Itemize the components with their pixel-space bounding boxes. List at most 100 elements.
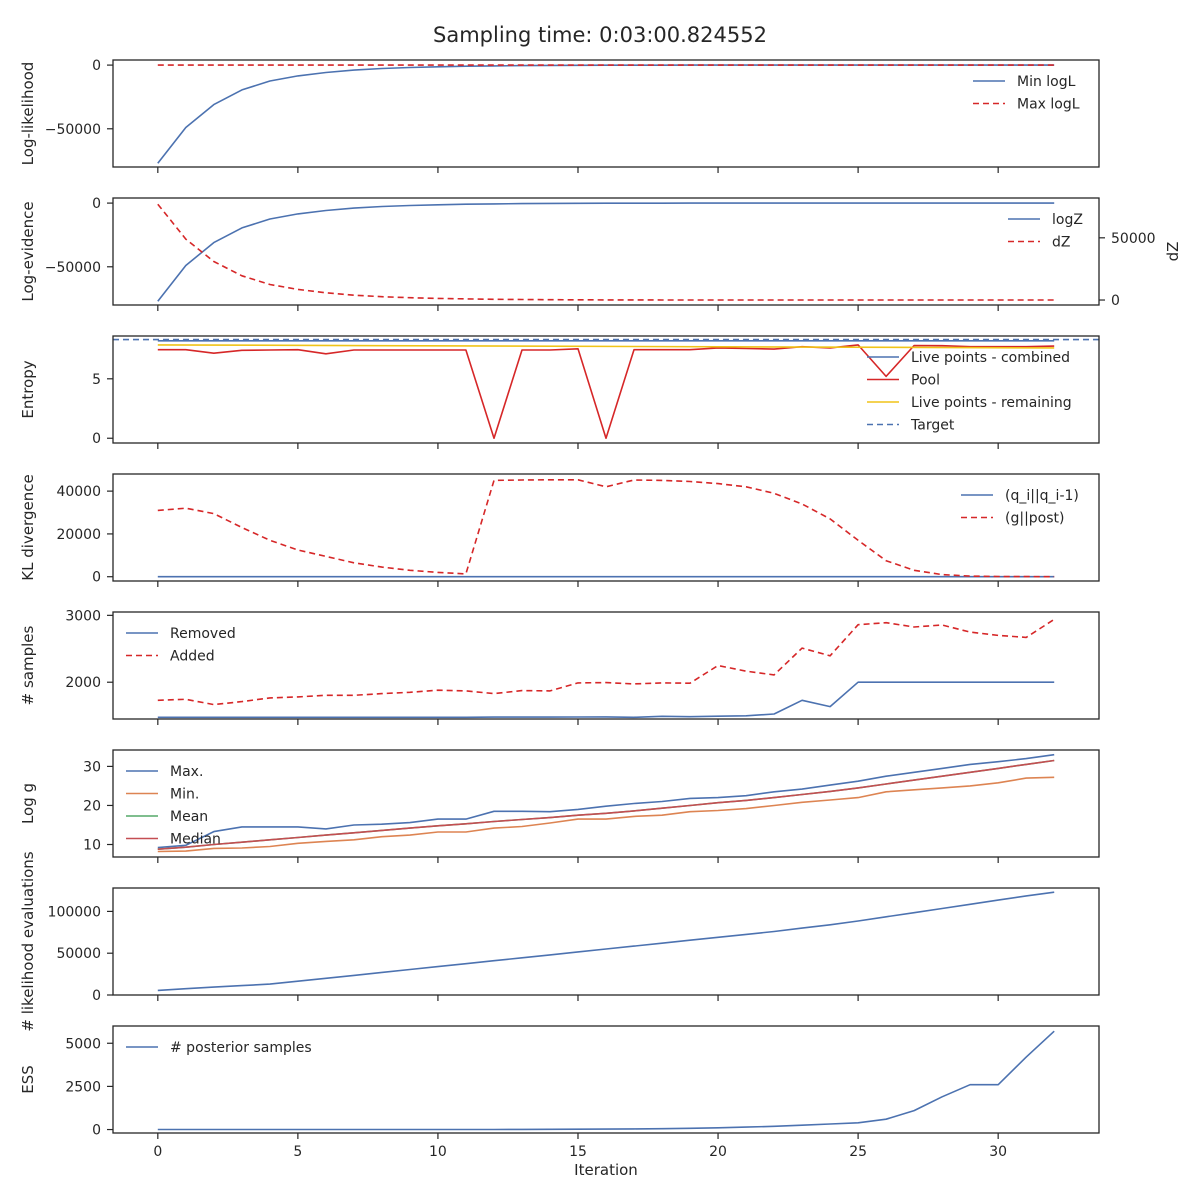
y2-tick-label: 50000 bbox=[1111, 231, 1156, 247]
y-tick-label: 20000 bbox=[56, 527, 101, 543]
plot-area bbox=[157, 891, 1055, 992]
figure-title: Sampling time: 0:03:00.824552 bbox=[433, 23, 767, 47]
legend-label: Removed bbox=[170, 626, 236, 642]
y-axis-label: ESS bbox=[19, 1065, 37, 1094]
y2-tick-label: 0 bbox=[1111, 293, 1120, 309]
y-axis-label: Log g bbox=[19, 783, 37, 824]
y-tick-label: 100000 bbox=[48, 904, 101, 920]
x-tick-label: 15 bbox=[569, 1144, 587, 1160]
x-axis-label: Iteration bbox=[574, 1161, 638, 1179]
legend: # posterior samples bbox=[126, 1040, 312, 1056]
legend-label: Live points - combined bbox=[911, 350, 1070, 366]
y-axis-label: KL divergence bbox=[19, 474, 37, 580]
legend: Live points - combined Pool Live points - … bbox=[867, 350, 1072, 434]
legend-label: Max logL bbox=[1017, 97, 1080, 113]
axes-frame bbox=[112, 335, 1100, 444]
series-line-1 bbox=[157, 681, 1055, 719]
series-line-1 bbox=[157, 1030, 1055, 1131]
plot-area bbox=[113, 338, 1099, 440]
panel-4: 40000 20000 0 KL divergence (q_i||q_i-1) (g||… bbox=[19, 473, 1100, 587]
y-axis-label: Entropy bbox=[19, 360, 37, 418]
panel-8: 0 5 10 15 20 25 30 Iteration 5000 2500 0 ESS # poste… bbox=[19, 1025, 1100, 1179]
legend-label: (g||post) bbox=[1005, 511, 1064, 527]
axes-frame bbox=[112, 749, 1100, 858]
panel-7: 100000 50000 0 # likelihood evaluations bbox=[19, 851, 1100, 1032]
plot-area bbox=[157, 64, 1055, 164]
series-line-1 bbox=[157, 891, 1055, 992]
axes-frame bbox=[112, 59, 1100, 168]
legend: (q_i||q_i-1) (g||post) bbox=[961, 488, 1079, 527]
axes-frame bbox=[112, 473, 1100, 582]
y-axis-label: Log-likelihood bbox=[19, 62, 37, 166]
legend: Min logL Max logL bbox=[973, 74, 1080, 113]
series-line-3 bbox=[157, 759, 1055, 850]
legend-label: # posterior samples bbox=[170, 1040, 312, 1056]
axes-frame bbox=[112, 611, 1100, 720]
panel-2: 0 −50000 Log-evidence 0 50000 dZ logZ dZ bbox=[19, 196, 1182, 311]
legend-label: Median bbox=[170, 832, 221, 848]
y-tick-label: 0 bbox=[92, 1123, 101, 1139]
axes-frame bbox=[112, 1025, 1100, 1134]
y-tick-label: 30 bbox=[83, 759, 101, 775]
y-tick-label: 40000 bbox=[56, 484, 101, 500]
plot-area bbox=[157, 478, 1055, 578]
y-tick-label: 0 bbox=[92, 58, 101, 74]
x-tick-label: 0 bbox=[153, 1144, 162, 1160]
y-tick-label: 20 bbox=[83, 798, 101, 814]
axes-frame bbox=[112, 197, 1100, 306]
x-tick-label: 30 bbox=[989, 1144, 1007, 1160]
y-tick-label: 10 bbox=[83, 838, 101, 854]
y-tick-label: 50000 bbox=[56, 946, 101, 962]
y-tick-label: 0 bbox=[92, 570, 101, 586]
legend-label: Min. bbox=[170, 787, 199, 803]
x-tick-label: 25 bbox=[849, 1144, 867, 1160]
legend-label: Live points - remaining bbox=[911, 395, 1072, 411]
series-line-2 bbox=[157, 776, 1055, 853]
series-line-3 bbox=[157, 344, 1055, 349]
series-line-4 bbox=[157, 759, 1055, 850]
y-axis-label: Log-evidence bbox=[19, 201, 37, 301]
y-tick-label: −50000 bbox=[45, 122, 101, 138]
series-line-2 bbox=[157, 478, 1055, 578]
y2-axis-label: dZ bbox=[1164, 242, 1182, 262]
y-axis-label: # samples bbox=[19, 625, 37, 705]
y-tick-label: 2000 bbox=[65, 675, 101, 691]
legend-label: Pool bbox=[911, 373, 940, 389]
series-line-2 bbox=[157, 618, 1055, 706]
legend: Max. Min. Mean Median bbox=[126, 764, 221, 848]
plot-area bbox=[157, 753, 1055, 853]
x-tick-label: 20 bbox=[709, 1144, 727, 1160]
panel-1: 0 −50000 Log-likelihood Min logL Max logL bbox=[19, 58, 1100, 173]
y-tick-label: 5000 bbox=[65, 1036, 101, 1052]
legend-label: Target bbox=[910, 418, 955, 434]
y-tick-label: 5 bbox=[92, 372, 101, 388]
legend: Removed Added bbox=[126, 626, 236, 665]
legend-label: Mean bbox=[170, 809, 208, 825]
legend-label: dZ bbox=[1052, 235, 1070, 251]
chart-panels: 0 −50000 Log-likelihood Min logL Max logL 0 −5… bbox=[19, 58, 1182, 1179]
series-line-2 bbox=[157, 344, 1055, 440]
legend-label: Max. bbox=[170, 764, 203, 780]
y-axis-label: # likelihood evaluations bbox=[19, 851, 37, 1031]
y-tick-label: 3000 bbox=[65, 608, 101, 624]
plot-area bbox=[157, 202, 1055, 302]
x-tick-label: 5 bbox=[293, 1144, 302, 1160]
legend-label: Min logL bbox=[1017, 74, 1076, 90]
panel-5: 3000 2000 # samples Removed Added bbox=[19, 608, 1100, 725]
y-tick-label: 0 bbox=[92, 196, 101, 212]
y-tick-label: 0 bbox=[92, 431, 101, 447]
legend: logZ dZ bbox=[1008, 212, 1083, 251]
series-line-2 bbox=[157, 203, 1055, 301]
panel-6: 30 20 10 Log g Max. Min. Mean Median bbox=[19, 749, 1100, 863]
series-line-1 bbox=[157, 64, 1055, 164]
legend-label: (q_i||q_i-1) bbox=[1005, 488, 1079, 504]
legend-label: logZ bbox=[1052, 212, 1083, 228]
x-tick-label: 10 bbox=[429, 1144, 447, 1160]
y-tick-label: 2500 bbox=[65, 1079, 101, 1095]
series-line-1 bbox=[157, 753, 1055, 849]
y-tick-label: 0 bbox=[92, 988, 101, 1004]
plot-area bbox=[157, 618, 1055, 719]
y-tick-label: −50000 bbox=[45, 260, 101, 276]
